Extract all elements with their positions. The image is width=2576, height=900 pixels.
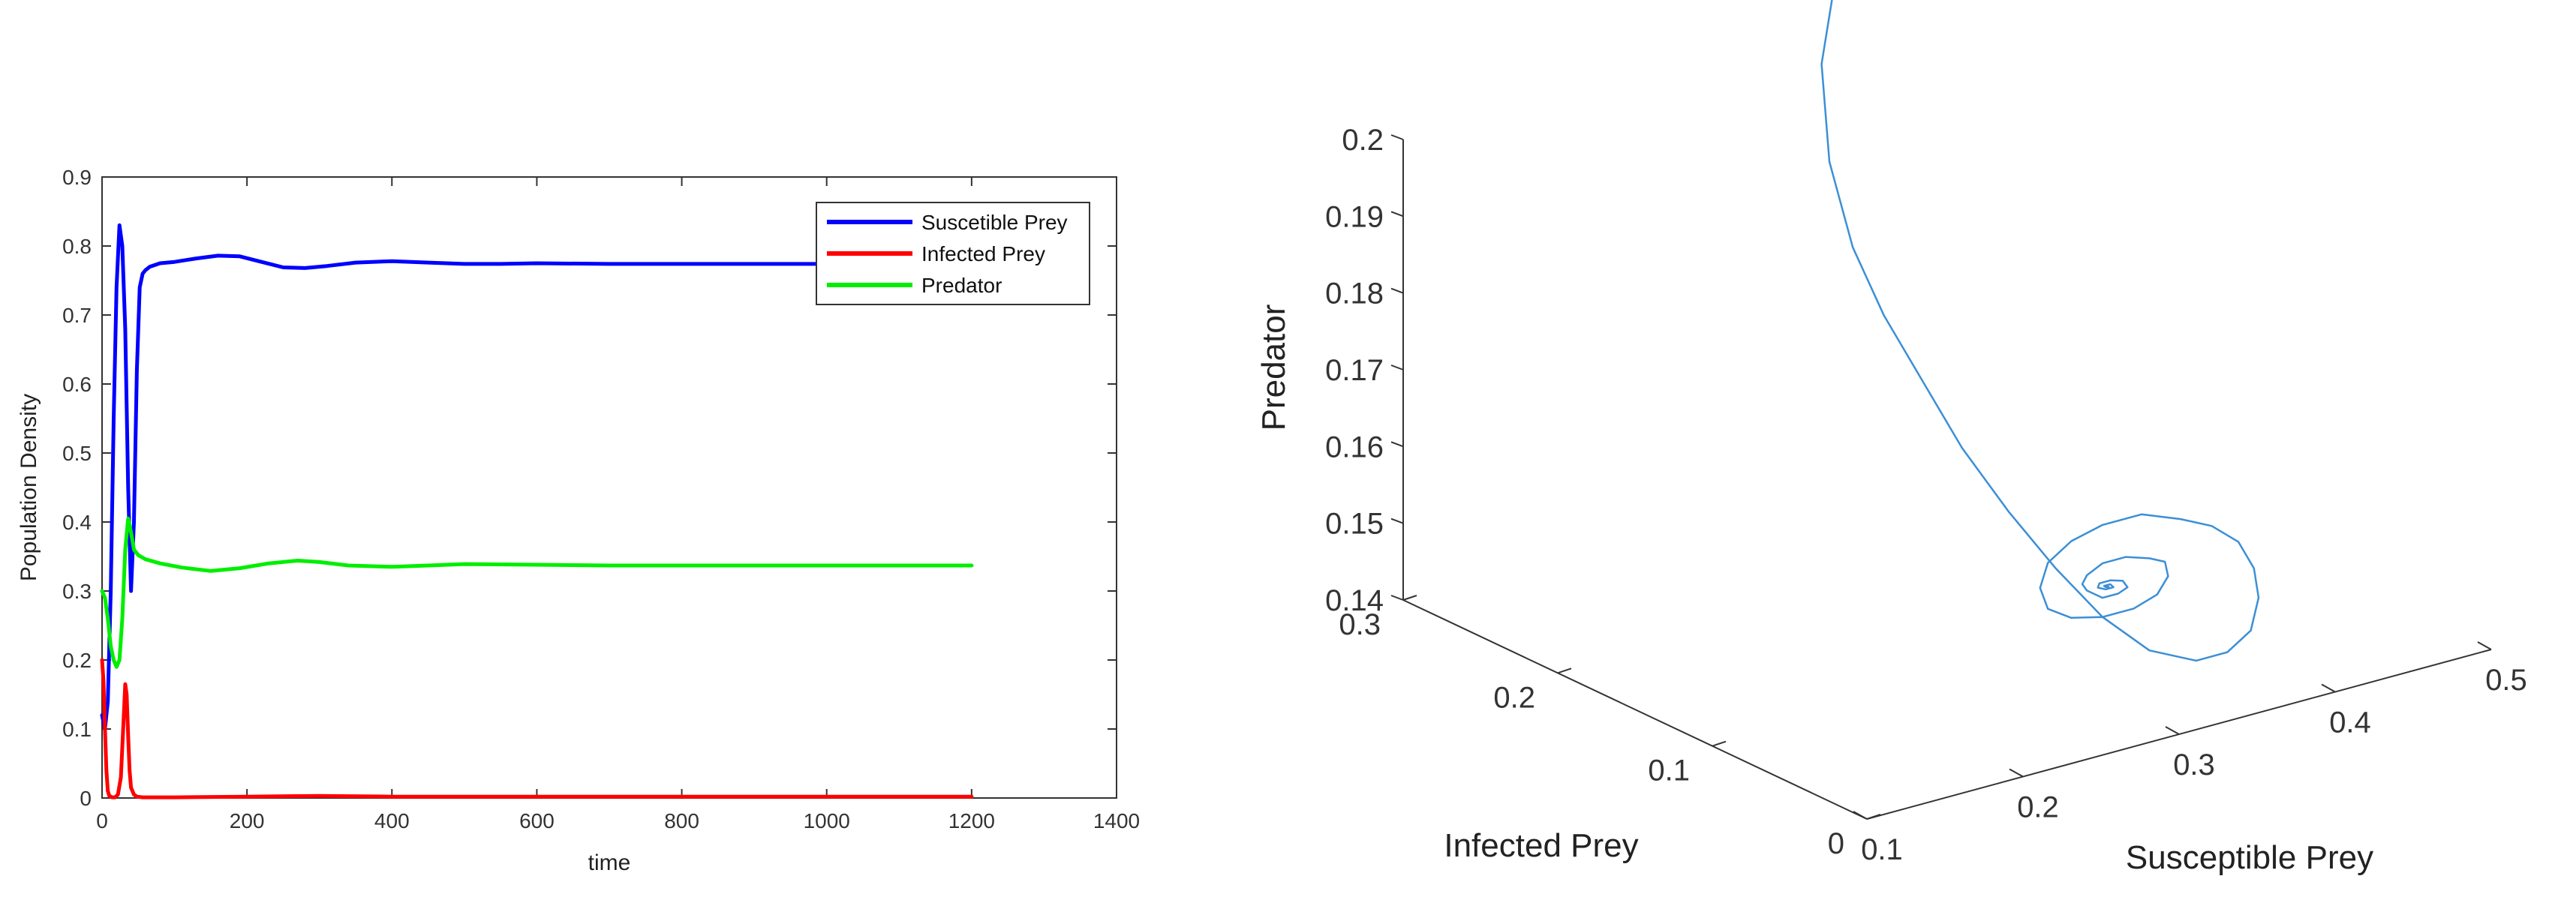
y-tick-label: 0.3 [62, 580, 92, 603]
x-tick-mark [2477, 641, 2492, 650]
y-tick-mark [1866, 814, 1881, 820]
y-tick-label: 0.3 [1339, 608, 1381, 641]
x-tick-mark [2009, 768, 2024, 778]
z-axis-label: Predator [1255, 304, 1292, 431]
y-axis-line [1402, 599, 1868, 820]
x-tick-mark [2321, 683, 2336, 693]
y-tick-label: 0.2 [62, 649, 92, 672]
z-tick-label: 0.2 [1342, 124, 1384, 157]
y-tick-label: 0.1 [62, 718, 92, 741]
y-tick-label: 0.5 [62, 442, 92, 465]
z-tick-mark [1390, 287, 1404, 294]
y-tick-label: 0.9 [62, 166, 92, 189]
x-tick-label: 400 [374, 809, 410, 832]
x-axis-ticks: 0.1 0.2 0.3 0.4 0.5 [1853, 641, 2527, 866]
x-tick-label: 0.2 [2017, 791, 2059, 824]
z-axis-ticks: 0.14 0.15 0.16 0.17 0.18 0.19 0.2 [1325, 124, 1404, 617]
x-tick-mark [1853, 811, 1868, 820]
y-tick-label: 0.2 [1493, 681, 1535, 714]
phase-space-chart: 0.14 0.15 0.16 0.17 0.18 0.19 0.2 0 0.1 0.2 0.3 0… [1255, 0, 2527, 876]
y-tick-label: 0 [1828, 827, 1844, 860]
z-tick-mark [1390, 364, 1404, 370]
y-tick-mark [1712, 740, 1727, 747]
z-tick-mark [1390, 518, 1404, 524]
series-line-0 [100, 223, 974, 731]
trajectory [1820, 0, 2260, 662]
y-tick-label: 0.6 [62, 373, 92, 396]
legend-label-infected: Infected Prey [921, 242, 1045, 266]
x-tick-label: 1200 [948, 809, 995, 832]
z-tick-label: 0.18 [1325, 278, 1384, 310]
x-tick-label: 1400 [1093, 809, 1140, 832]
time-series-chart: 0 200 400 600 800 1000 1200 1400 00.10.20.30.40… [17, 166, 1140, 875]
y-tick-mark [1402, 595, 1417, 601]
series-line-2 [100, 516, 974, 669]
legend-label-susceptible: Suscetible Prey [921, 211, 1068, 234]
x-axis-label: time [588, 850, 631, 875]
y-axis-ticks: 0 0.1 0.2 0.3 0.4 0.5 0.6 0.7 0.8 0.9 [62, 166, 1117, 810]
y-axis-label: Infected Prey [1444, 827, 1638, 864]
x-tick-label: 800 [664, 809, 699, 832]
x-tick-label: 600 [519, 809, 555, 832]
legend: Suscetible Prey Infected Prey Predator [816, 202, 1090, 305]
z-tick-label: 0.14 [1325, 584, 1384, 617]
x-tick-label: 0.3 [2173, 748, 2215, 782]
series-line-1 [100, 658, 974, 800]
y-tick-label: 0.7 [62, 304, 92, 327]
z-tick-label: 0.17 [1325, 354, 1384, 387]
z-tick-mark [1390, 595, 1404, 601]
x-tick-label: 0 [96, 809, 108, 832]
trajectory-line [1820, 0, 2260, 662]
y-tick-label: 0.4 [62, 511, 92, 534]
y-axis-ticks: 0 0.1 0.2 0.3 [1339, 595, 1881, 860]
z-tick-label: 0.16 [1325, 430, 1384, 464]
z-tick-mark [1390, 134, 1404, 140]
x-tick-label: 1000 [804, 809, 850, 832]
x-tick-label: 0.5 [2485, 664, 2527, 697]
y-axis-label: Population Density [17, 394, 41, 581]
y-tick-label: 0.8 [62, 235, 92, 258]
x-tick-mark [2165, 726, 2180, 735]
z-tick-mark [1390, 211, 1404, 218]
z-tick-mark [1390, 441, 1404, 448]
y-tick-mark [1557, 668, 1572, 674]
x-tick-label: 0.4 [2329, 706, 2371, 740]
y-tick-label: 0.1 [1648, 754, 1690, 788]
series-lines [100, 223, 974, 800]
z-tick-label: 0.19 [1325, 200, 1384, 233]
y-tick-label: 0 [80, 787, 92, 810]
x-tick-label: 200 [230, 809, 265, 832]
legend-label-predator: Predator [921, 274, 1002, 297]
z-tick-label: 0.15 [1325, 508, 1384, 541]
x-axis-ticks: 0 200 400 600 800 1000 1200 1400 [96, 177, 1140, 832]
x-axis-label: Susceptible Prey [2126, 839, 2373, 876]
x-tick-label: 0.1 [1861, 833, 1903, 866]
